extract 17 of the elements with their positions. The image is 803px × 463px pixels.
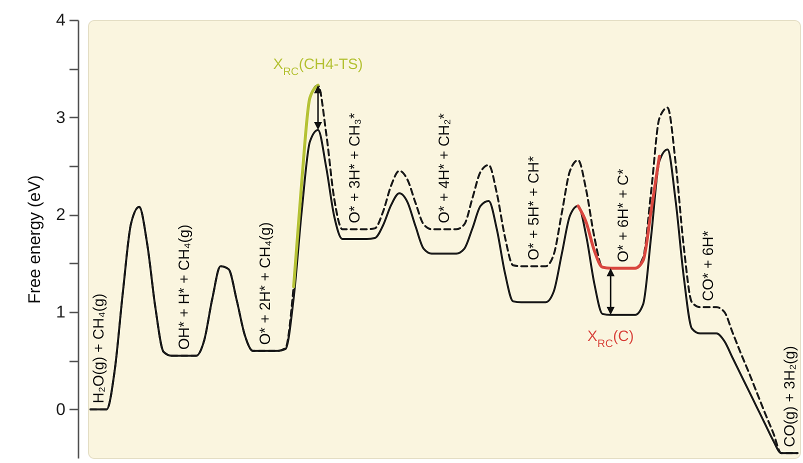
annotation: OH* + H* + CH₄(g) xyxy=(175,224,192,350)
series-label: X$_{RC}$(CH4-TS) xyxy=(273,56,363,78)
annotation: CO(g) + 3H₂(g) xyxy=(780,346,798,448)
annotation: CO* + 6H* xyxy=(700,230,717,302)
annotation: O* + 6H* + C* xyxy=(614,168,632,262)
y-tick-label: 3 xyxy=(56,108,66,127)
y-tick-label: 1 xyxy=(56,302,66,322)
annotation: O* + 4H* + CH₂* xyxy=(436,113,452,224)
annotation: O* + 2H* + CH₄(g) xyxy=(256,222,274,345)
text: X$_{RC}$(C) xyxy=(587,328,634,350)
annotation: O* + 5H* + CH* xyxy=(524,156,542,260)
y-tick-label: 0 xyxy=(56,400,66,419)
y-axis-title: Free energy (eV) xyxy=(25,175,44,304)
y-tick-label: 2 xyxy=(56,205,66,224)
annotation: O* + 3H* + CH₃* xyxy=(346,112,364,224)
annotation: H₂O(g) + CH₄(g) xyxy=(90,293,108,404)
y-tick-label: 4 xyxy=(56,10,66,30)
